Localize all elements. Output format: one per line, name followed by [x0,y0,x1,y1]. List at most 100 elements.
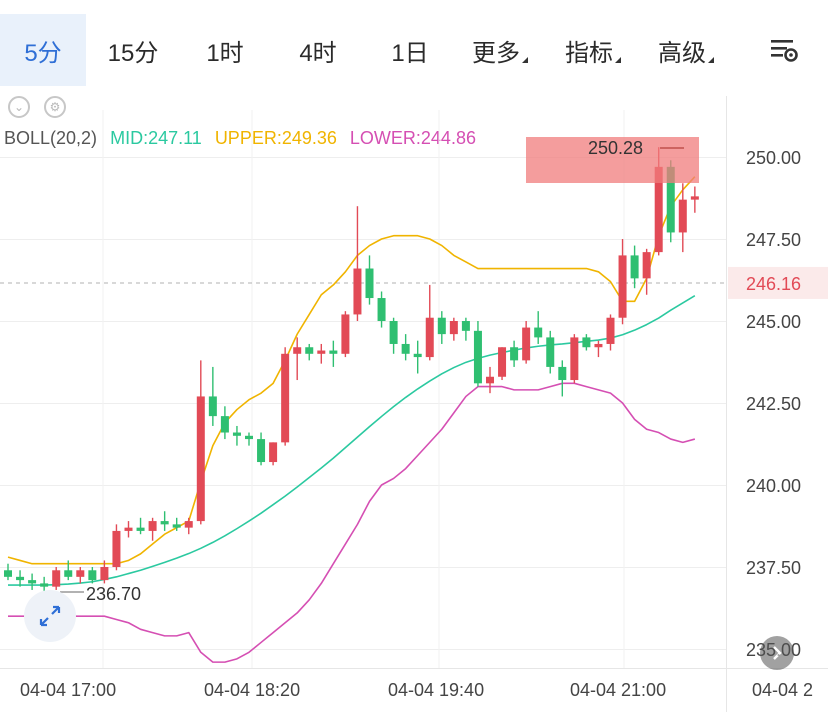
gear-icon[interactable]: ⚙ [44,96,66,118]
chevron-down-icon[interactable]: ⌄ [8,96,30,118]
boll-mid-line [8,295,696,586]
candle-body [413,353,422,358]
tab-label: 15分 [107,39,159,67]
high-marker-label: 250.28 [588,138,643,158]
boll-mid: MID:247.11 [110,128,202,148]
candle-body [486,376,494,384]
candle-body [546,337,555,367]
boll-upper-line [7,176,696,565]
candle-body [642,252,651,279]
tab-7[interactable]: 指标 [548,14,638,86]
candle-body [654,166,663,253]
x-tick-label: 04-04 18:20 [204,680,300,700]
tab-4[interactable]: 4时 [272,14,364,86]
y-tick-label: 237.50 [746,558,801,578]
high-marker-box [526,137,699,183]
tab-2[interactable]: 15分 [88,14,178,86]
dropdown-triangle-icon [708,57,714,63]
candle-body [208,396,217,417]
candle-body [160,521,169,525]
candle-body [281,353,290,443]
tab-label: 更多 [472,39,520,67]
candle-body [40,583,49,587]
candle-body [172,524,181,528]
candle-body [317,350,326,354]
candle-body [196,396,205,522]
low-marker-label: 236.70 [86,584,141,604]
candle-body [329,350,338,354]
y-tick-label: 250.00 [746,148,801,168]
chart-settings-icon[interactable] [768,34,800,66]
candle-body [425,317,434,358]
boll-lower-line [8,382,696,663]
candle-body [461,321,470,331]
candle-body [606,317,615,344]
candle-body [136,527,145,531]
current-price-label: 246.16 [746,274,801,294]
candle-body [232,432,241,436]
candle-body [365,268,374,299]
candle-body [257,439,266,463]
dropdown-triangle-icon [522,57,528,63]
tab-5[interactable]: 1日 [366,14,454,86]
current-price-badge [728,266,828,299]
candle-body [389,321,398,344]
tab-label: 4时 [299,39,337,67]
boll-legend: BOLL(20,2) MID:247.11 UPPER:249.36 LOWER… [4,128,484,149]
tab-6[interactable]: 更多 [454,14,546,86]
tab-label: 5分 [24,39,62,67]
candle-body [52,570,61,587]
candle-body [473,330,482,384]
candle-body [498,347,507,377]
x-tick-label: 04-04 17:00 [20,680,116,700]
tab-8[interactable]: 高级 [640,14,732,86]
tab-label: 1日 [391,39,429,67]
candle-body [16,576,25,581]
candle-body [510,347,519,361]
expand-arrows-icon[interactable] [24,590,76,642]
tab-1[interactable]: 5分 [0,14,86,86]
candle-body [341,314,350,354]
x-tick-label: 04-04 21:00 [570,680,666,700]
y-tick-label: 240.00 [746,476,801,496]
candle-body [630,255,639,279]
candle-body [678,199,687,233]
candle-body [64,570,73,577]
x-tick-label: 04-04 19:40 [388,680,484,700]
tab-label: 指标 [565,39,613,67]
boll-label: BOLL(20,2) [4,128,98,148]
candle-body [449,321,458,335]
tab-label: 1时 [206,39,244,67]
candle-body [220,416,229,433]
candle-body [582,337,591,348]
candle-body [100,567,109,581]
candle-body [76,570,85,577]
candle-body [534,327,543,338]
candle-body [269,442,278,463]
candle-body [28,580,37,584]
y-tick-label: 245.00 [746,312,801,332]
candle-body [148,521,157,531]
arrow-right-icon[interactable] [760,636,794,670]
x-tick-label: 04-04 2 [752,680,813,700]
candle-body [618,255,627,318]
candle-body [184,521,193,528]
candle-body [377,298,386,321]
candle-body [124,527,133,531]
candle-body [401,343,410,354]
candle-body [88,570,97,581]
candle-body [437,317,446,335]
candle-body [666,166,675,233]
indicator-toolbar: ⌄ ⚙ [8,96,66,118]
boll-lower: LOWER:244.86 [349,128,476,148]
candle-body [570,337,579,381]
tab-label: 高级 [658,39,706,67]
tab-3[interactable]: 1时 [180,14,270,86]
timeframe-tab-bar: 5分 15分 1时 4时 1日 更多 指标 高级 [0,0,828,96]
y-tick-label: 247.50 [746,230,801,250]
candle-body [4,570,12,577]
candle-body [305,347,314,354]
boll-upper: UPPER:249.36 [214,128,337,148]
dropdown-triangle-icon [615,57,621,63]
